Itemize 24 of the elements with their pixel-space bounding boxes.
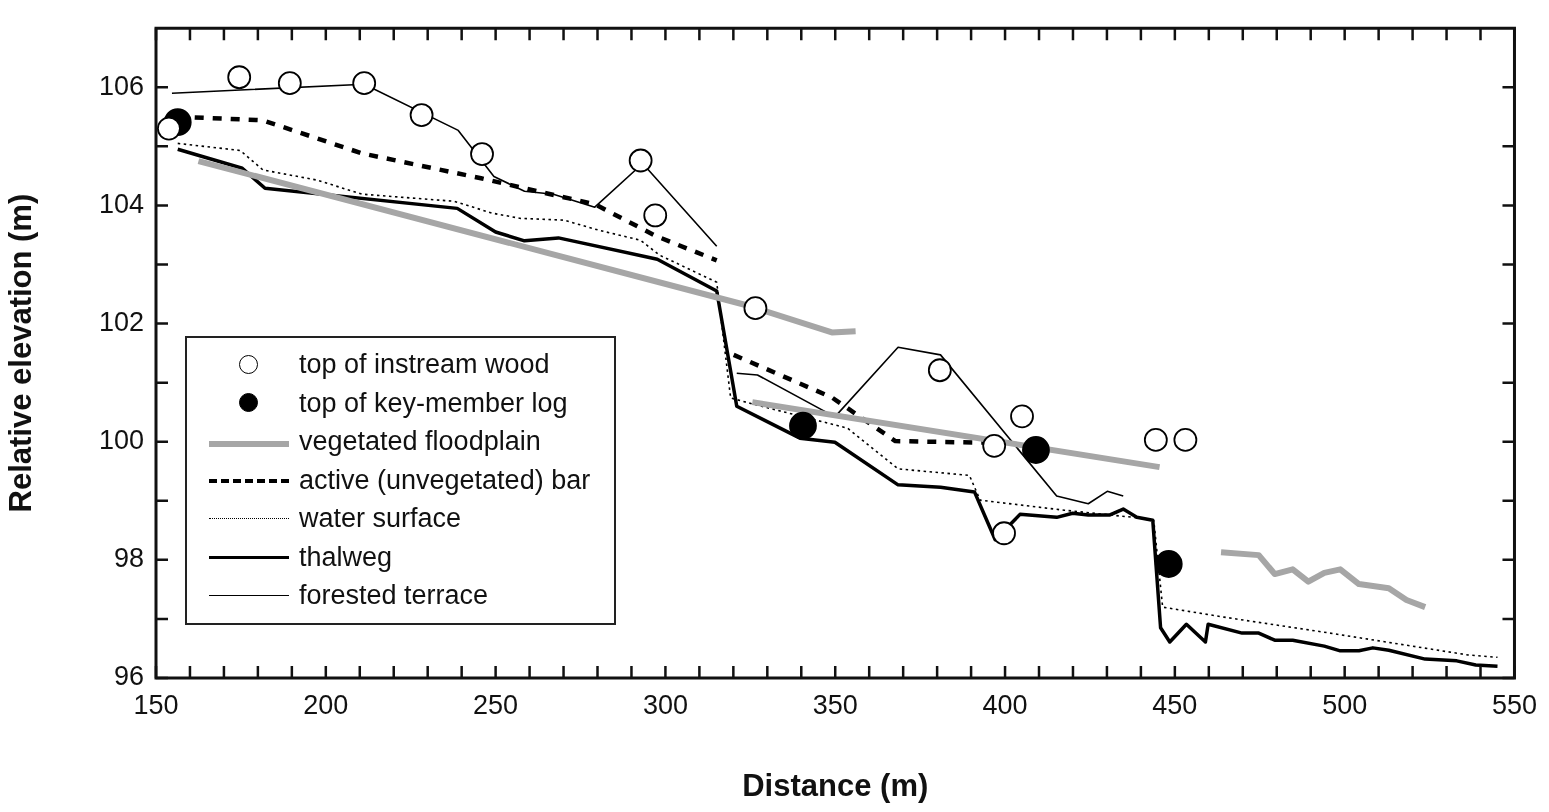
legend-label: thalweg (299, 541, 393, 573)
y-tick-label: 104 (98, 188, 144, 219)
legend-label: top of instream wood (299, 349, 550, 381)
x-tick-label: 300 (642, 689, 688, 720)
legend-label: water surface (299, 503, 462, 535)
y-tick-label: 100 (98, 425, 144, 456)
y-tick-label: 102 (98, 307, 144, 338)
x-axis-title: Distance (m) (742, 767, 929, 803)
x-tick-label: 450 (1152, 689, 1198, 720)
x-tick-label: 250 (473, 689, 519, 720)
x-tick-label: 500 (1322, 689, 1368, 720)
x-tick-label: 350 (812, 689, 858, 720)
x-tick-label: 150 (133, 689, 179, 720)
y-tick-label: 106 (98, 70, 144, 101)
legend-label: forested terrace (299, 580, 489, 612)
x-tick-label: 200 (303, 689, 349, 720)
legend-label: active (unvegetated) bar (299, 464, 591, 496)
x-tick-label: 550 (1491, 689, 1538, 720)
x-tick-label: 400 (982, 689, 1028, 720)
legend-label: top of key-member log (299, 387, 568, 419)
y-axis-title: Relative elevation (m) (3, 193, 39, 513)
y-tick-label: 96 (113, 661, 144, 692)
y-tick-label: 98 (113, 543, 144, 574)
legend-label: vegetated floodplain (299, 426, 541, 458)
